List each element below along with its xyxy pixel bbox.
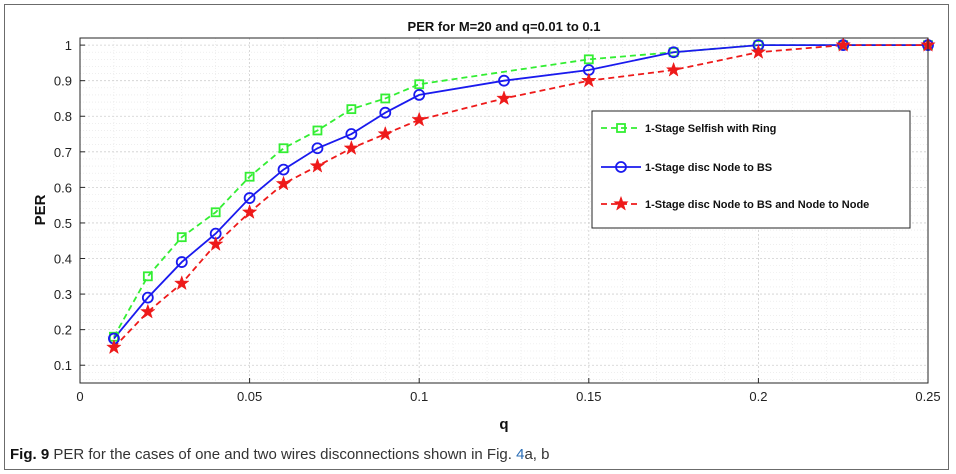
data-point-series-3 xyxy=(309,157,326,173)
minor-grid xyxy=(80,38,928,383)
data-point-series-2 xyxy=(243,192,256,204)
y-tick-label: 0.4 xyxy=(54,252,72,267)
legend-label-1: 1-Stage Selfish with Ring xyxy=(645,123,776,135)
data-point-series-3 xyxy=(411,111,428,127)
data-point-series-2 xyxy=(667,46,680,59)
y-axis: 0.1 0.2 0.3 0.4 0.5 0.6 0.7 0.8 0.9 1 xyxy=(54,38,85,373)
data-point-series-1 xyxy=(176,232,187,243)
y-tick-label: 0.3 xyxy=(54,287,72,302)
data-point-series-3 xyxy=(241,204,258,219)
caption-text: PER for the cases of one and two wires d… xyxy=(53,446,517,463)
data-point-series-2 xyxy=(175,256,188,268)
data-point-series-1 xyxy=(583,54,594,65)
y-tick-label: 0.2 xyxy=(54,323,72,338)
data-point-series-1 xyxy=(278,143,289,154)
data-point-series-3 xyxy=(207,236,224,251)
data-point-series-3 xyxy=(377,125,394,141)
x-tick-label: 0.1 xyxy=(410,389,428,404)
data-point-series-2 xyxy=(141,291,154,304)
caption-figure-link[interactable]: 4 xyxy=(516,446,525,463)
x-tick-label: 0.15 xyxy=(576,389,601,404)
legend-label-2: 1-Stage disc Node to BS xyxy=(645,162,772,174)
x-axis: 0 0.05 0.1 0.15 0.2 0.25 xyxy=(76,378,941,404)
legend-marker-1 xyxy=(616,123,626,133)
data-point-series-2 xyxy=(277,163,290,176)
caption-text-end: a, b xyxy=(524,446,550,463)
y-axis-label: PER xyxy=(32,194,49,225)
data-point-series-3 xyxy=(580,72,597,88)
data-point-series-3 xyxy=(496,90,512,106)
legend-marker-2 xyxy=(615,161,627,173)
y-tick-label: 0.8 xyxy=(54,109,72,124)
plot-border xyxy=(79,37,929,384)
series-line-3 xyxy=(113,44,928,349)
y-tick-label: 0.9 xyxy=(54,74,72,89)
data-point-series-3 xyxy=(275,175,292,191)
data-point-series-3 xyxy=(665,61,682,77)
legend-marker-3 xyxy=(613,195,629,211)
data-point-series-2 xyxy=(311,142,324,155)
y-tick-label: 0.5 xyxy=(54,216,72,231)
data-point-series-1 xyxy=(346,104,357,115)
y-tick-label: 1 xyxy=(65,38,72,53)
legend-box xyxy=(591,110,911,229)
data-point-series-3 xyxy=(139,303,156,319)
data-point-series-3 xyxy=(750,43,767,59)
data-point-series-1 xyxy=(380,93,391,104)
data-point-series-1 xyxy=(210,207,221,218)
data-point-series-3 xyxy=(835,36,852,52)
legend: 1-Stage Selfish with Ring 1-Stage disc No… xyxy=(591,110,911,229)
chart-title: PER for M=20 and q=0.01 to 0.1 xyxy=(408,19,601,34)
y-tick-label: 0.6 xyxy=(54,180,72,195)
data-point-series-1 xyxy=(668,47,679,58)
data-point-series-2 xyxy=(498,74,510,87)
y-tick-label: 0.7 xyxy=(54,145,72,160)
y-tick-label: 0.1 xyxy=(54,358,72,373)
legend-label-3: 1-Stage disc Node to BS and Node to Node xyxy=(645,199,869,211)
x-axis-label: q xyxy=(499,416,508,433)
x-tick-label: 0 xyxy=(76,389,83,404)
data-point-series-2 xyxy=(345,128,358,140)
data-point-series-3 xyxy=(173,275,190,291)
series-line-2 xyxy=(113,44,928,340)
data-point-series-2 xyxy=(413,89,426,101)
series-layer xyxy=(106,36,936,355)
data-point-series-1 xyxy=(414,79,425,90)
data-point-series-3 xyxy=(343,139,360,155)
x-tick-label: 0.2 xyxy=(749,389,767,404)
x-tick-label: 0.05 xyxy=(237,389,262,404)
data-point-series-1 xyxy=(244,171,255,182)
data-point-series-1 xyxy=(142,271,153,282)
figure-caption: Fig. 9 PER for the cases of one and two … xyxy=(10,446,549,463)
data-point-series-2 xyxy=(379,106,392,119)
data-point-series-1 xyxy=(312,125,323,136)
caption-label: Fig. 9 xyxy=(10,446,50,463)
data-point-series-3 xyxy=(106,339,122,355)
x-tick-label: 0.25 xyxy=(915,389,940,404)
